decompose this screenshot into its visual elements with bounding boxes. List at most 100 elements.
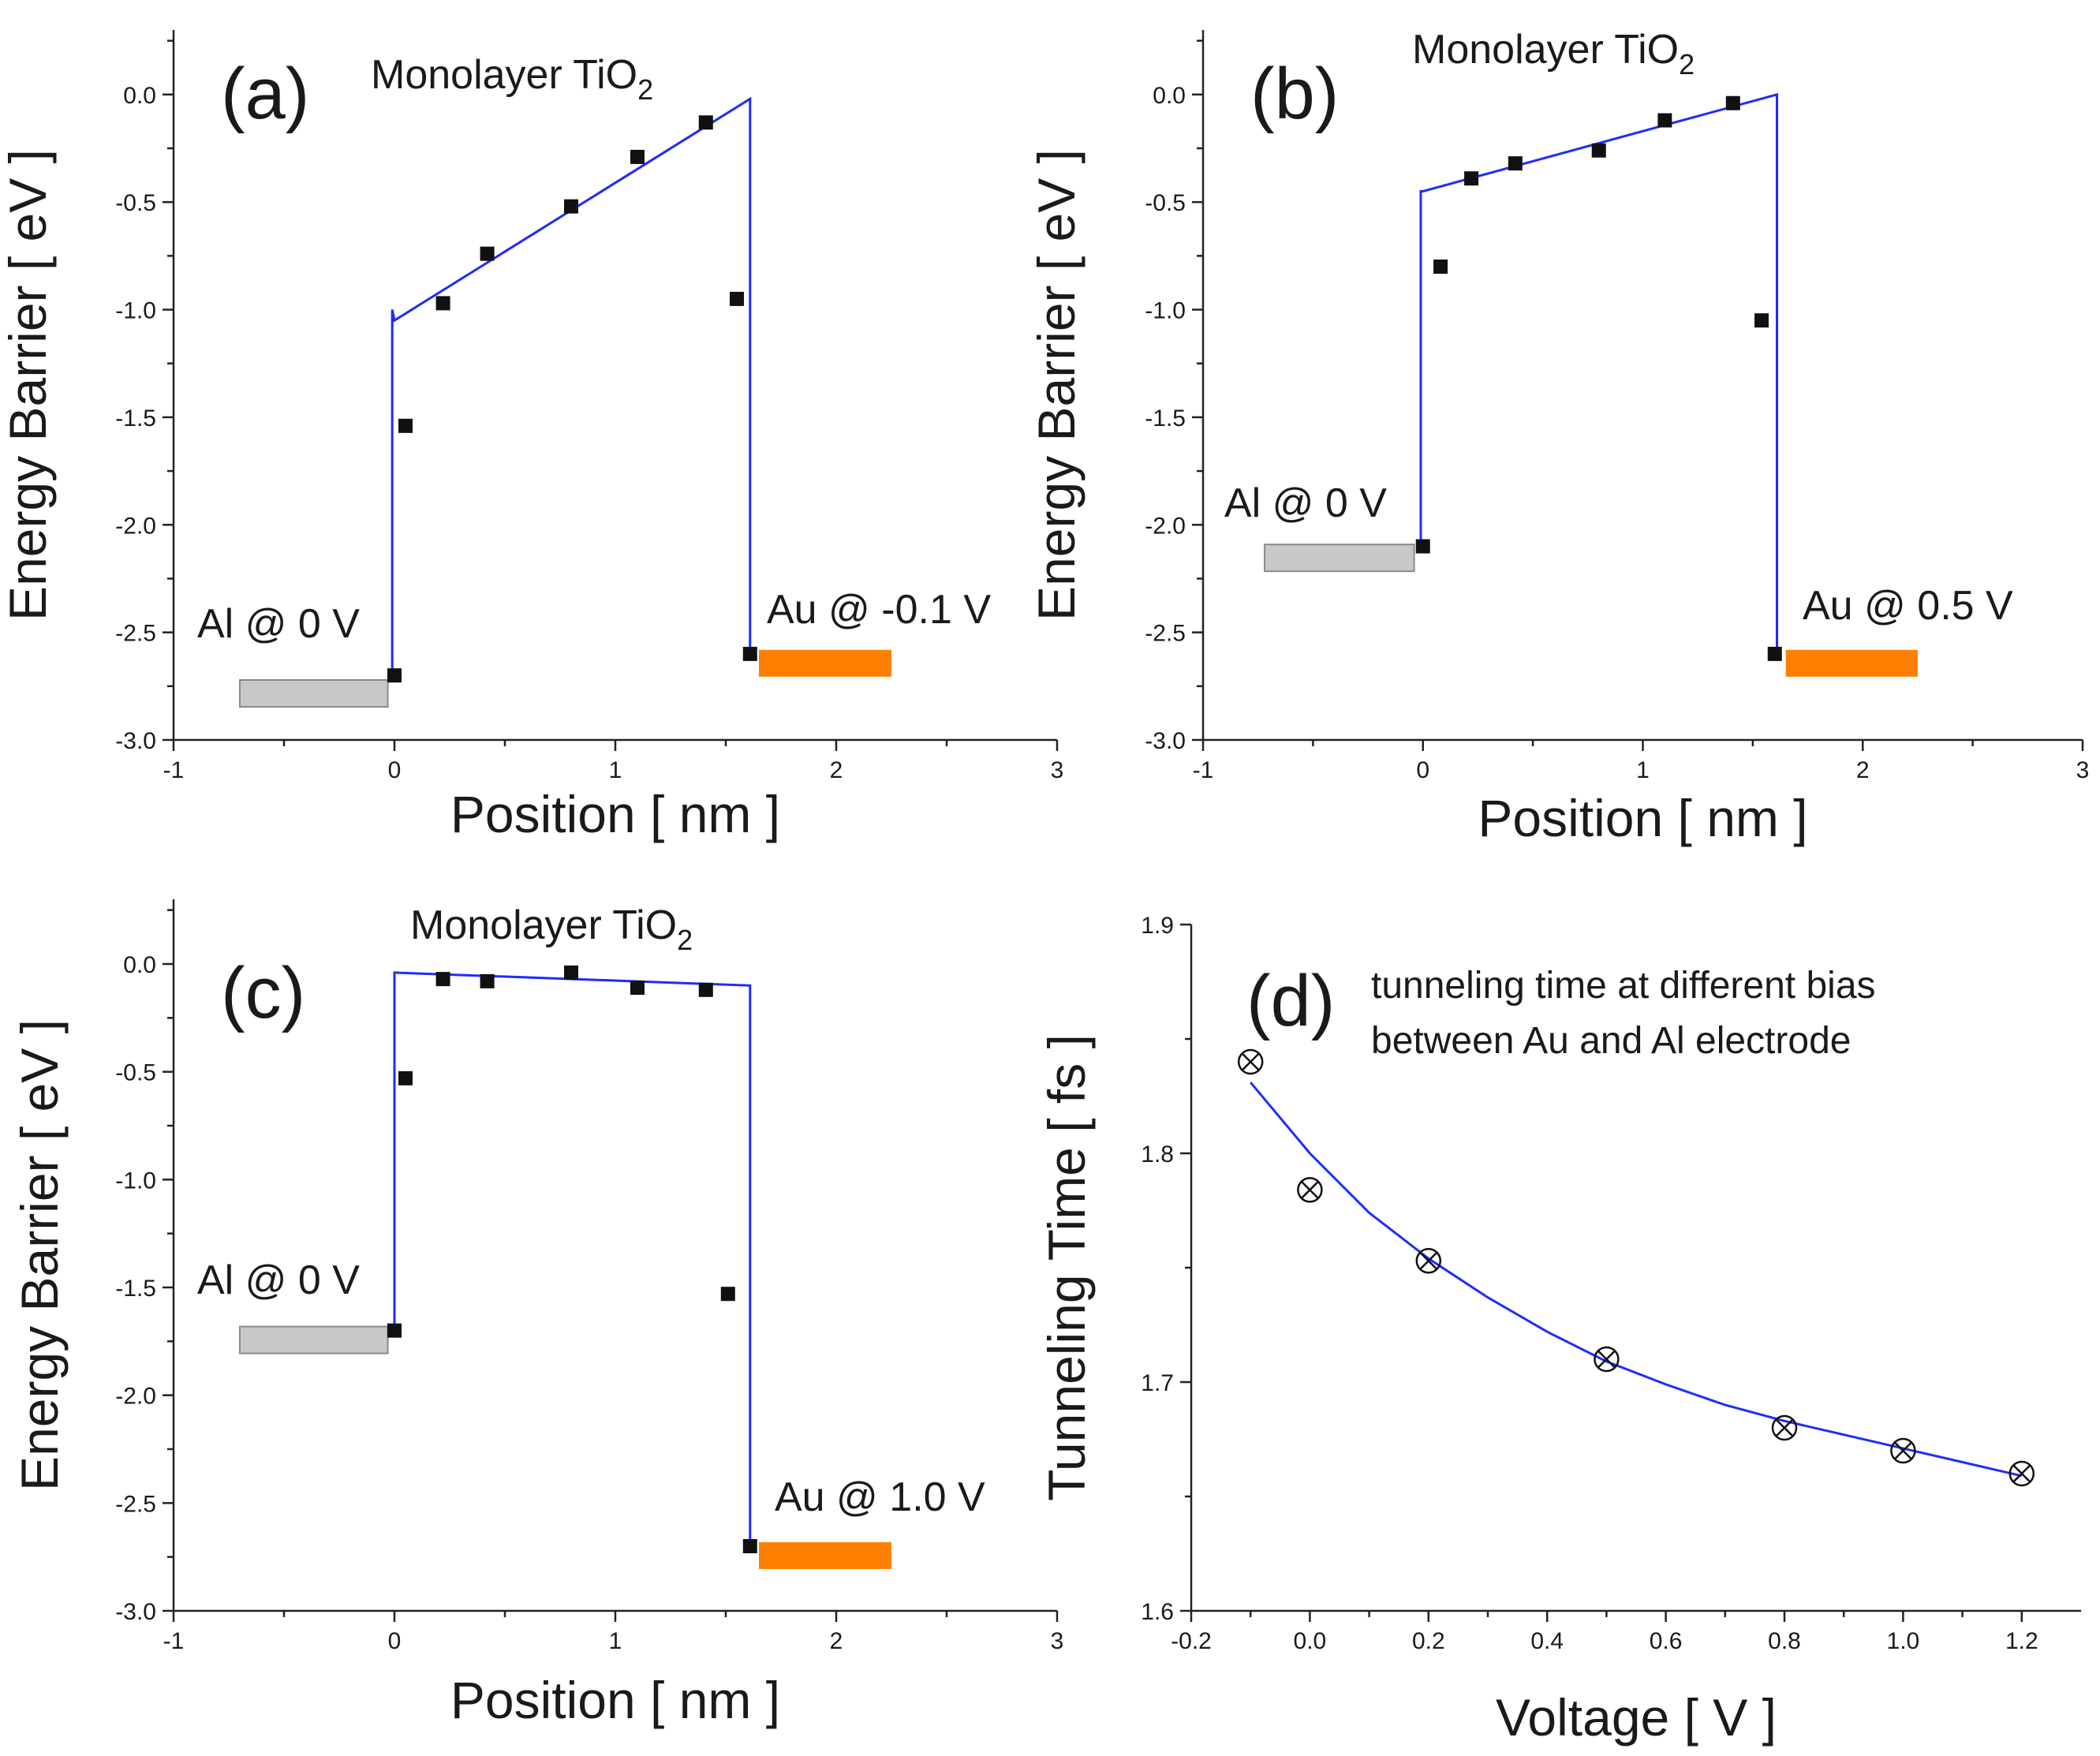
panel-title: Monolayer TiO2: [410, 902, 693, 956]
panel-title-main: Monolayer TiO: [371, 52, 637, 98]
panel-title-main: Monolayer TiO: [410, 902, 677, 948]
data-point-cross: [1893, 1441, 1913, 1460]
au-electrode-label: Au @ -0.1 V: [767, 587, 991, 633]
data-point: [1767, 646, 1782, 661]
al-electrode-bar: [239, 1325, 389, 1354]
al-electrode-label: Al @ 0 V: [1224, 480, 1387, 526]
annotation-line: tunneling time at different bias: [1371, 965, 1876, 1007]
x-tick-label: -1: [1193, 757, 1214, 783]
x-tick-label: 2: [830, 757, 843, 783]
data-point: [435, 296, 450, 311]
x-tick-label: 0.2: [1412, 1628, 1445, 1654]
data-point-circle: [1237, 1048, 1264, 1075]
annotation-line: between Au and Al electrode: [1371, 1020, 1851, 1062]
al-electrode-label: Al @ 0 V: [197, 1257, 360, 1303]
y-tick-label: 1.7: [1141, 1370, 1174, 1396]
y-tick-label: 1.6: [1141, 1599, 1174, 1625]
al-electrode-bar: [1264, 544, 1415, 573]
x-tick-label: 1: [609, 1628, 622, 1654]
y-tick-label: -1.5: [115, 405, 156, 432]
data-point-circle: [1297, 1177, 1323, 1203]
data-point: [398, 1070, 413, 1085]
x-tick-label: 0.0: [1294, 1628, 1327, 1654]
y-tick-label: -2.5: [115, 621, 156, 647]
data-point-cross: [1597, 1350, 1616, 1369]
data-point-circle: [1415, 1248, 1442, 1274]
x-tick-label: 0: [388, 1628, 402, 1654]
x-tick-label: -1: [163, 1628, 185, 1654]
data-point: [1237, 1048, 1264, 1075]
x-tick-label: 3: [1051, 1628, 1064, 1654]
data-point-cross: [1419, 1251, 1438, 1270]
data-point: [1725, 95, 1740, 110]
data-point: [698, 115, 713, 130]
data-point: [1464, 171, 1479, 186]
y-axis-title: Tunneling Time [ fs ]: [1037, 1034, 1096, 1501]
data-point-cross: [1775, 1418, 1794, 1437]
panel-letter: (a): [221, 54, 309, 134]
data-point: [1771, 1414, 1798, 1441]
panel-d: -0.2 0.0 0.2 0.4 0.6 0.8 1.0 1.2 1.6 1.7 1.8 1.9 Vol…: [1037, 913, 2081, 1747]
x-axis-title: Position [ nm ]: [450, 785, 780, 843]
x-axis-title: Voltage [ V ]: [1496, 1688, 1777, 1747]
data-point-cross: [1241, 1052, 1260, 1071]
data-point: [742, 1539, 757, 1553]
panel-b: -1 0 1 2 3 0.0 -0.5 -1.0 -1.5 -2.0 -2.5 -3.0 Positio…: [1027, 27, 2089, 847]
au-electrode-bar: [759, 1541, 891, 1569]
data-point: [742, 646, 757, 661]
y-tick-label: -0.5: [1145, 190, 1186, 216]
x-tick-label: 0: [388, 757, 402, 783]
panel-title: Monolayer TiO2: [371, 52, 653, 106]
al-electrode-label: Al @ 0 V: [197, 601, 360, 647]
y-tick-label: -2.0: [115, 513, 156, 539]
data-point: [730, 291, 744, 306]
panel-title-subscript: 2: [1679, 48, 1695, 80]
data-point: [1415, 539, 1430, 554]
au-electrode-bar: [1785, 649, 1918, 677]
y-axis-title: Energy Barrier [ eV ]: [1027, 149, 1085, 621]
x-tick-label: 3: [2076, 757, 2090, 783]
data-point: [1754, 313, 1769, 328]
y-tick-label: 0.0: [123, 83, 156, 109]
x-tick-label: 3: [1051, 757, 1064, 783]
data-point: [564, 199, 578, 214]
data-point: [480, 246, 495, 261]
x-tick-label: -1: [163, 757, 185, 783]
data-point: [480, 973, 495, 988]
x-tick-label: 1.2: [2005, 1628, 2038, 1654]
y-tick-label: -1.0: [115, 1168, 156, 1194]
data-point: [2008, 1460, 2035, 1487]
panel-a: -1 0 1 2 3 0.0 -0.5 -1.0 -1.5 -2.0 -2.5 -3.0 Positio…: [0, 30, 1063, 843]
x-axis-title: Position [ nm ]: [450, 1671, 780, 1729]
data-point: [1508, 156, 1523, 171]
au-electrode-label: Au @ 1.0 V: [775, 1474, 985, 1520]
data-point: [564, 965, 578, 980]
panel-title-main: Monolayer TiO: [1412, 27, 1679, 73]
panel-title: Monolayer TiO2: [1412, 27, 1695, 80]
x-tick-label: 2: [830, 1628, 843, 1654]
data-point: [1591, 143, 1606, 158]
data-point: [630, 149, 645, 164]
x-tick-label: 1: [609, 757, 622, 783]
y-tick-label: 1.8: [1141, 1141, 1174, 1168]
x-tick-label: 0.4: [1530, 1628, 1564, 1654]
panel-letter: (d): [1246, 961, 1335, 1041]
al-electrode-bar: [239, 679, 389, 708]
x-tick-label: -0.2: [1171, 1628, 1212, 1654]
x-axis-title: Position [ nm ]: [1478, 789, 1807, 847]
panel-title-subscript: 2: [637, 73, 653, 106]
y-tick-label: -0.5: [115, 190, 156, 216]
y-tick-label: -1.5: [1145, 405, 1186, 432]
data-point: [698, 982, 713, 997]
y-tick-label: 0.0: [1153, 83, 1186, 109]
data-point: [398, 418, 413, 433]
y-tick-label: -2.5: [1145, 621, 1186, 647]
au-electrode-label: Au @ 0.5 V: [1803, 583, 2013, 629]
fit-line: [1419, 92, 1778, 654]
x-tick-label: 0.8: [1768, 1628, 1801, 1654]
panel-letter: (c): [221, 953, 305, 1033]
y-tick-label: -1.5: [115, 1276, 156, 1302]
data-point-circle: [1890, 1437, 1916, 1464]
